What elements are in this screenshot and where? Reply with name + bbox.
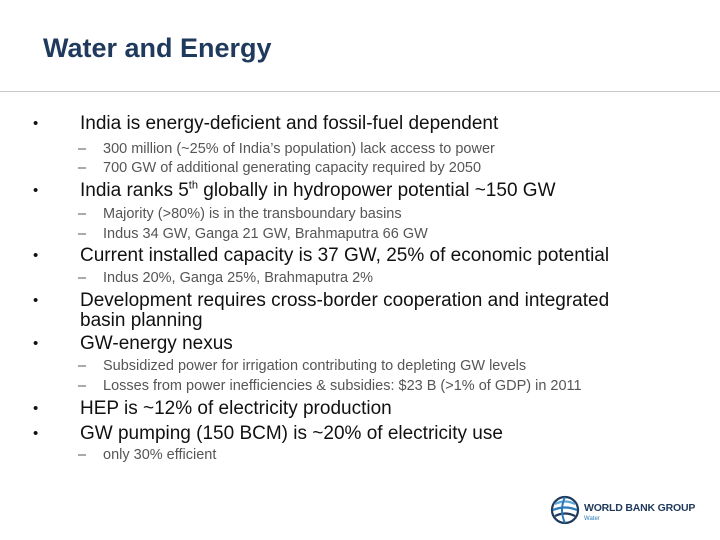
subbullet-dash: – bbox=[78, 141, 87, 157]
slide-title: Water and Energy bbox=[43, 33, 272, 63]
bullet-text: HEP is ~12% of electricity production bbox=[80, 398, 392, 419]
title-divider bbox=[0, 91, 720, 92]
bullet-text: Current installed capacity is 37 GW, 25%… bbox=[80, 245, 610, 266]
ordinal-suffix: th bbox=[188, 179, 198, 192]
bullet-energy-deficient: • India is energy-deficient and fossil-f… bbox=[33, 113, 680, 134]
subbullet-access: – 300 million (~25% of India’s populatio… bbox=[78, 141, 693, 158]
subbullet-text: Indus 34 GW, Ganga 21 GW, Brahmaputra 66… bbox=[103, 226, 428, 242]
world-bank-logo: WORLD BANK GROUP Water bbox=[550, 492, 710, 528]
subbullet-basin-gw: – Indus 34 GW, Ganga 21 GW, Brahmaputra … bbox=[78, 226, 693, 243]
bullet-installed-capacity: • Current installed capacity is 37 GW, 2… bbox=[33, 245, 680, 266]
bullet-text: Development requires cross-border cooper… bbox=[80, 290, 610, 331]
bullet-dot: • bbox=[33, 335, 39, 352]
subbullet-text: Majority (>80%) is in the transboundary … bbox=[103, 206, 402, 222]
subbullet-dash: – bbox=[78, 447, 87, 463]
bullet-text: GW-energy nexus bbox=[80, 333, 233, 354]
bullet-text: GW pumping (150 BCM) is ~20% of electric… bbox=[80, 423, 503, 444]
subbullet-capacity: – 700 GW of additional generating capaci… bbox=[78, 160, 693, 177]
bullet-cross-border: • Development requires cross-border coop… bbox=[33, 290, 650, 331]
bullet-text-post: globally in hydropower potential ~150 GW bbox=[197, 180, 556, 201]
subbullet-text: Losses from power inefficiencies & subsi… bbox=[103, 378, 582, 394]
bullet-gw-pumping: • GW pumping (150 BCM) is ~20% of electr… bbox=[33, 423, 680, 444]
bullet-dot: • bbox=[33, 400, 39, 417]
subbullet-text: only 30% efficient bbox=[103, 447, 217, 463]
bullet-dot: • bbox=[33, 292, 39, 309]
bullet-hep-share: • HEP is ~12% of electricity production bbox=[33, 398, 680, 419]
bullet-text-pre: India ranks 5 bbox=[80, 180, 189, 201]
globe-logo-icon bbox=[550, 495, 580, 525]
bullet-dot: • bbox=[33, 425, 39, 442]
subbullet-dash: – bbox=[78, 206, 87, 222]
bullet-text: India is energy-deficient and fossil-fue… bbox=[80, 113, 499, 134]
subbullet-text: Subsidized power for irrigation contribu… bbox=[103, 358, 527, 374]
bullet-dot: • bbox=[33, 115, 39, 132]
subbullet-text: Indus 20%, Ganga 25%, Brahmaputra 2% bbox=[103, 270, 374, 286]
subbullet-dash: – bbox=[78, 358, 87, 374]
subbullet-losses: – Losses from power inefficiencies & sub… bbox=[78, 378, 693, 395]
subbullet-text: 300 million (~25% of India’s population)… bbox=[103, 141, 495, 157]
subbullet-dash: – bbox=[78, 378, 87, 394]
subbullet-dash: – bbox=[78, 226, 87, 242]
bullet-dot: • bbox=[33, 247, 39, 264]
logo-subtitle: Water bbox=[584, 516, 600, 522]
subbullet-transboundary: – Majority (>80%) is in the transboundar… bbox=[78, 206, 693, 223]
bullet-hydropower-rank: • India ranks 5th globally in hydropower… bbox=[33, 179, 680, 201]
subbullet-text: 700 GW of additional generating capacity… bbox=[103, 160, 482, 176]
bullet-gw-nexus: • GW-energy nexus bbox=[33, 333, 680, 354]
bullet-dot: • bbox=[33, 182, 39, 199]
logo-name: WORLD BANK GROUP bbox=[584, 502, 696, 514]
subbullet-dash: – bbox=[78, 160, 87, 176]
subbullet-efficiency: – only 30% efficient bbox=[78, 447, 693, 464]
subbullet-subsidized-power: – Subsidized power for irrigation contri… bbox=[78, 358, 693, 375]
subbullet-dash: – bbox=[78, 270, 87, 286]
subbullet-basin-percent: – Indus 20%, Ganga 25%, Brahmaputra 2% bbox=[78, 270, 693, 287]
